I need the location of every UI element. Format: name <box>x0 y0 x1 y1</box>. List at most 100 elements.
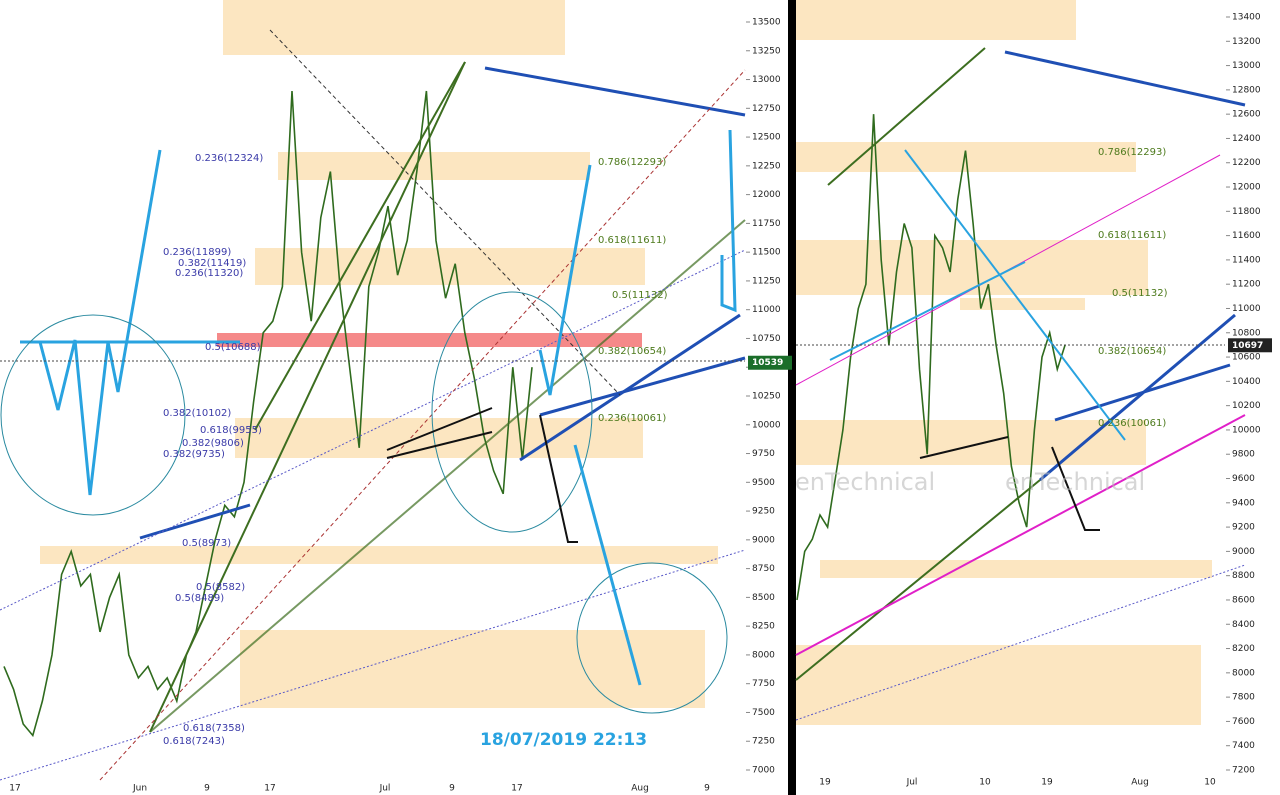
trend-line <box>1054 363 1231 422</box>
x-tick-label: 9 <box>449 784 455 794</box>
zone <box>278 152 590 180</box>
watermark: enTechnical <box>795 468 935 496</box>
trend-line <box>539 356 746 417</box>
trend-line <box>254 61 466 431</box>
x-tick-label: 9 <box>204 784 210 794</box>
y-tick-label: 12000 <box>1232 183 1261 193</box>
y-tick-label: 10250 <box>752 392 781 402</box>
y-tick-label: 13200 <box>1232 37 1261 47</box>
y-tick-label: 8600 <box>1232 595 1255 605</box>
x-tick-label: 19 <box>1041 778 1053 788</box>
y-tick-label: 10000 <box>1232 425 1261 435</box>
zones-right <box>796 0 1212 725</box>
drawings-right <box>795 47 1246 721</box>
fib-label: 0.5(8973) <box>182 538 231 549</box>
y-tick-label: 9250 <box>752 507 775 517</box>
fib-label: 0.382(9806) <box>182 438 244 449</box>
arrow-path <box>720 129 737 313</box>
zone <box>235 418 643 458</box>
y-tick-label: 7600 <box>1232 717 1255 727</box>
y-tick-label: 10000 <box>752 420 781 430</box>
fib-label: 0.618(11611) <box>1098 230 1166 241</box>
x-tick-label: Jun <box>132 784 147 794</box>
y-tick-label: 11500 <box>752 248 781 258</box>
x-tick-label: 17 <box>511 784 522 794</box>
y-tick-label: 13000 <box>752 75 781 85</box>
y-tick-label: 8800 <box>1232 571 1255 581</box>
trend-line <box>519 313 741 462</box>
y-tick-label: 9000 <box>1232 547 1255 557</box>
circle <box>576 562 728 714</box>
y-tick-label: 12750 <box>752 104 781 114</box>
y-tick-label: 9500 <box>752 478 775 488</box>
y-tick-label: 11000 <box>1232 304 1261 314</box>
fib-label: 0.236(12324) <box>195 153 263 164</box>
trend-line <box>1039 313 1236 482</box>
fib-label: 0.5(11132) <box>1112 288 1168 299</box>
y-tick-label: 8200 <box>1232 644 1255 654</box>
x-tick-label: 19 <box>819 778 831 788</box>
y-tick-label: 12200 <box>1232 158 1261 168</box>
y-tick-label: 12500 <box>752 133 781 143</box>
y-tick-label: 11400 <box>1232 255 1261 265</box>
fib-label: 0.382(10654) <box>598 346 666 357</box>
y-tick-label: 12250 <box>752 161 781 171</box>
zones-left <box>40 0 718 708</box>
fib-label: 0.786(12293) <box>598 157 666 168</box>
black-arrow <box>539 414 578 543</box>
trend-line <box>484 66 746 117</box>
fib-label: 0.618(9955) <box>200 425 262 436</box>
y-tick-label: 8400 <box>1232 620 1255 630</box>
y-tick-label: 7200 <box>1232 766 1255 776</box>
fib-label: 0.382(11419) <box>178 258 246 269</box>
trend-line <box>795 414 1246 656</box>
x-tick-label: 9 <box>704 784 710 794</box>
black-line <box>386 431 493 459</box>
channel <box>0 249 746 611</box>
x-tick-label: Aug <box>1131 778 1149 788</box>
trend-line <box>149 61 466 733</box>
fib-label: 0.5(11132) <box>612 290 668 301</box>
y-tick-label: 8000 <box>1232 668 1255 678</box>
fib-label: 0.618(7243) <box>163 736 225 747</box>
fib-label: 0.5(8489) <box>175 593 224 604</box>
watermark: enTechnical <box>1005 468 1145 496</box>
arrow-path <box>38 149 162 496</box>
separator <box>788 0 796 795</box>
y-tick-label: 7000 <box>752 766 775 776</box>
zone <box>255 248 645 285</box>
zone-red <box>217 333 642 347</box>
trend-line <box>795 479 1041 681</box>
plots <box>3 90 1066 738</box>
channel <box>795 564 1246 721</box>
x-tick-label: 17 <box>9 784 20 794</box>
x-tick-label: 10 <box>1204 778 1216 788</box>
channel <box>0 549 746 781</box>
y-tick-label: 11250 <box>752 276 781 286</box>
fib-label: 0.236(11899) <box>163 247 231 258</box>
y-tick-label: 8500 <box>752 593 775 603</box>
trend-line <box>904 149 1126 441</box>
y-tick-label: 11750 <box>752 219 781 229</box>
fib-label: 0.786(12293) <box>1098 147 1166 158</box>
fib-label: 0.382(9735) <box>163 449 225 460</box>
price-line <box>3 90 533 738</box>
fib-label: 0.5(10688) <box>205 342 261 353</box>
y-tick-label: 7750 <box>752 679 775 689</box>
y-tick-label: 7500 <box>752 708 775 718</box>
zone <box>820 560 1212 578</box>
trend-line <box>1004 50 1246 107</box>
zone <box>796 240 1148 295</box>
labels: 13500 13250 13000 12750 12500 12250 12000 11750… <box>9 13 1272 794</box>
trend-line <box>139 503 251 540</box>
y-tick-label: 12800 <box>1232 85 1261 95</box>
y-tick-label: 7400 <box>1232 741 1255 751</box>
fib-label: 0.236(11320) <box>175 268 243 279</box>
price-line <box>796 114 1066 601</box>
y-tick-label: 13250 <box>752 46 781 56</box>
y-tick-label: 13500 <box>752 18 781 28</box>
price-tag-label: 10697 <box>1232 341 1263 351</box>
circle <box>431 291 593 533</box>
black-line <box>919 436 1009 459</box>
